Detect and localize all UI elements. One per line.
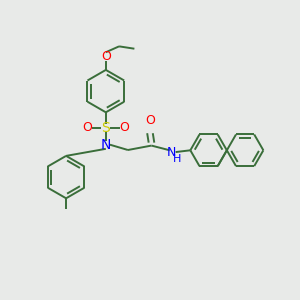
Text: N: N	[100, 138, 111, 152]
Text: N: N	[167, 146, 176, 159]
Text: S: S	[101, 121, 110, 135]
Text: H: H	[172, 154, 181, 164]
Text: O: O	[82, 121, 92, 134]
Text: O: O	[101, 50, 111, 63]
Text: O: O	[145, 114, 155, 127]
Text: O: O	[120, 121, 130, 134]
